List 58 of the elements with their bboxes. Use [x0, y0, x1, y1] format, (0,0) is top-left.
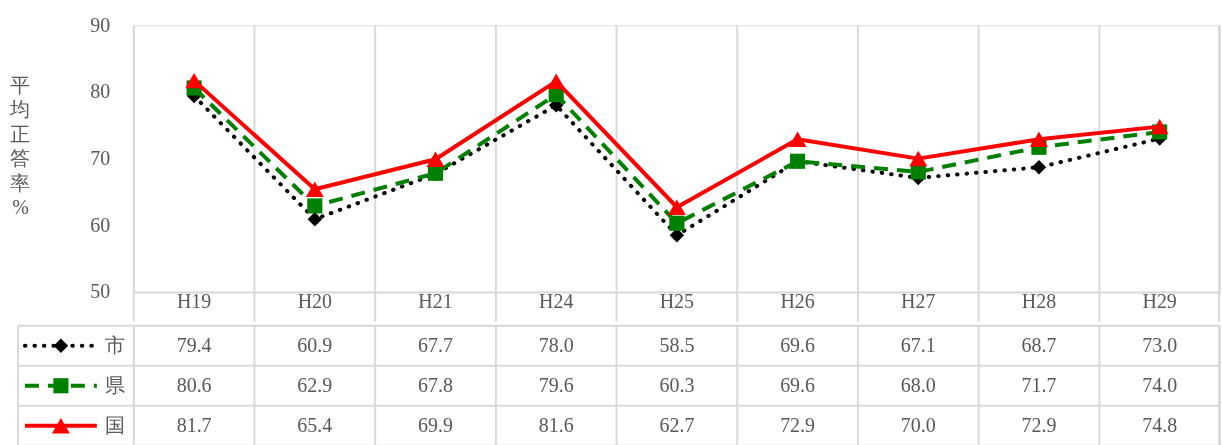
x-tick-label: H25 [659, 290, 695, 313]
data-label: 79.6 [538, 373, 574, 396]
data-label: 69.9 [418, 413, 453, 436]
point [426, 151, 445, 168]
x-tick-label: H20 [297, 290, 333, 313]
data-label: 60.3 [659, 373, 695, 396]
data-label: 67.8 [418, 373, 453, 396]
data-label: 62.7 [659, 413, 695, 436]
y-tick-label: 80 [90, 80, 111, 103]
point [669, 228, 685, 243]
point [1031, 160, 1047, 175]
data-label: 60.9 [297, 333, 333, 356]
point [305, 181, 324, 197]
data-label: 67.1 [900, 333, 936, 356]
data-label: 67.7 [418, 333, 453, 356]
x-tick-label: H29 [1142, 290, 1177, 313]
point [1030, 131, 1048, 148]
x-tick-label: H26 [780, 290, 815, 313]
data-label: 69.6 [780, 373, 816, 396]
point [788, 131, 807, 148]
data-label: 78.0 [538, 333, 574, 356]
y-tick-label: 90 [90, 13, 111, 36]
data-label: 79.4 [176, 333, 212, 356]
y-tick-label: 60 [90, 213, 111, 236]
point [1150, 118, 1169, 135]
data-label: 68.0 [900, 373, 936, 396]
point [307, 212, 323, 227]
point [909, 150, 928, 167]
x-tick-label: H19 [176, 290, 212, 313]
y-tick-label: 50 [90, 280, 111, 303]
y-axis-title: 平均正答率 % [9, 73, 31, 219]
point [307, 198, 323, 214]
data-label: 80.6 [176, 373, 212, 396]
legend-label: 市 [104, 333, 125, 356]
data-label: 74.8 [1142, 413, 1178, 436]
data-label: 69.6 [780, 333, 816, 356]
data-label: 71.7 [1021, 373, 1057, 396]
x-tick-label: H27 [901, 290, 936, 313]
data-label: 74.0 [1142, 373, 1178, 396]
data-label: 65.4 [297, 413, 333, 436]
point [667, 199, 686, 215]
data-label: 73.0 [1142, 333, 1178, 356]
x-tick-label: H28 [1021, 290, 1057, 313]
point [547, 73, 566, 90]
x-tick-label: H24 [539, 290, 574, 313]
data-label: 68.7 [1021, 333, 1057, 356]
data-label: 70.0 [900, 413, 936, 436]
point [669, 215, 685, 231]
data-label: 62.9 [297, 373, 333, 396]
data-label: 72.9 [1021, 413, 1057, 436]
x-tick-label: H21 [418, 290, 453, 313]
data-label: 81.7 [176, 413, 212, 436]
data-label: 58.5 [659, 333, 695, 356]
data-label: 72.9 [780, 413, 816, 436]
legend-label: 県 [104, 373, 125, 396]
legend-label: 国 [104, 413, 125, 436]
y-tick-label: 70 [90, 147, 111, 170]
data-label: 81.6 [538, 413, 574, 436]
